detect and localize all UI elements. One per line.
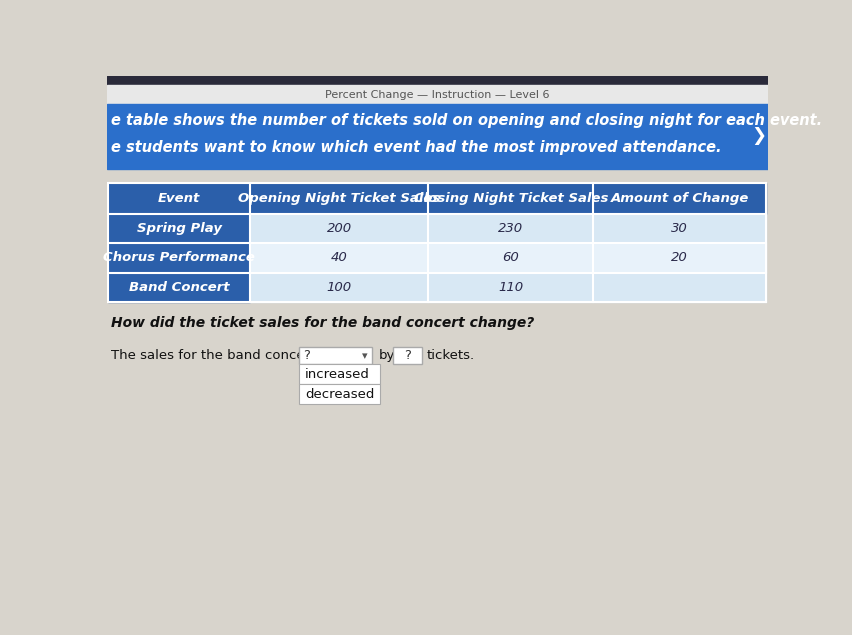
Text: ?: ? (303, 349, 310, 362)
FancyBboxPatch shape (298, 364, 380, 384)
Text: Percent Change — Instruction — Level 6: Percent Change — Instruction — Level 6 (324, 90, 549, 100)
FancyBboxPatch shape (298, 347, 372, 364)
Text: ❯: ❯ (751, 127, 766, 145)
Text: Chorus Performance: Chorus Performance (103, 251, 255, 264)
Text: 110: 110 (498, 281, 523, 293)
Text: 20: 20 (671, 251, 688, 264)
Text: decreased: decreased (305, 388, 374, 401)
Text: The sales for the band concert: The sales for the band concert (111, 349, 315, 362)
Text: Spring Play: Spring Play (136, 222, 222, 235)
Text: ▾: ▾ (361, 351, 367, 361)
FancyBboxPatch shape (298, 384, 380, 404)
Text: 100: 100 (326, 281, 351, 293)
Text: Amount of Change: Amount of Change (610, 192, 748, 205)
Text: 230: 230 (498, 222, 523, 235)
Text: tickets.: tickets. (426, 349, 475, 362)
Text: Opening Night Ticket Sales: Opening Night Ticket Sales (238, 192, 440, 205)
Bar (428, 214, 593, 243)
Text: How did the ticket sales for the band concert change?: How did the ticket sales for the band co… (111, 316, 534, 330)
Bar (250, 272, 428, 302)
Bar (250, 243, 428, 272)
Text: e table shows the number of tickets sold on opening and closing night for each e: e table shows the number of tickets sold… (111, 114, 821, 128)
Bar (108, 272, 250, 302)
Text: Event: Event (158, 192, 200, 205)
Bar (106, 104, 767, 170)
Bar (108, 243, 250, 272)
Bar (108, 214, 250, 243)
Text: ?: ? (403, 349, 411, 362)
Text: increased: increased (305, 368, 370, 381)
Text: 200: 200 (326, 222, 351, 235)
Bar (108, 184, 765, 214)
Text: 60: 60 (502, 251, 519, 264)
Bar (106, 86, 767, 104)
Text: 40: 40 (331, 251, 347, 264)
Text: Closing Night Ticket Sales: Closing Night Ticket Sales (413, 192, 607, 205)
Bar (593, 243, 765, 272)
Bar (428, 272, 593, 302)
Bar (106, 76, 767, 86)
Bar (250, 214, 428, 243)
Bar (593, 272, 765, 302)
FancyBboxPatch shape (392, 347, 422, 364)
Text: Band Concert: Band Concert (129, 281, 229, 293)
Text: e students want to know which event had the most improved attendance.: e students want to know which event had … (111, 140, 721, 154)
Bar (428, 243, 593, 272)
Text: by: by (378, 349, 394, 362)
Bar (593, 214, 765, 243)
Text: 30: 30 (671, 222, 688, 235)
